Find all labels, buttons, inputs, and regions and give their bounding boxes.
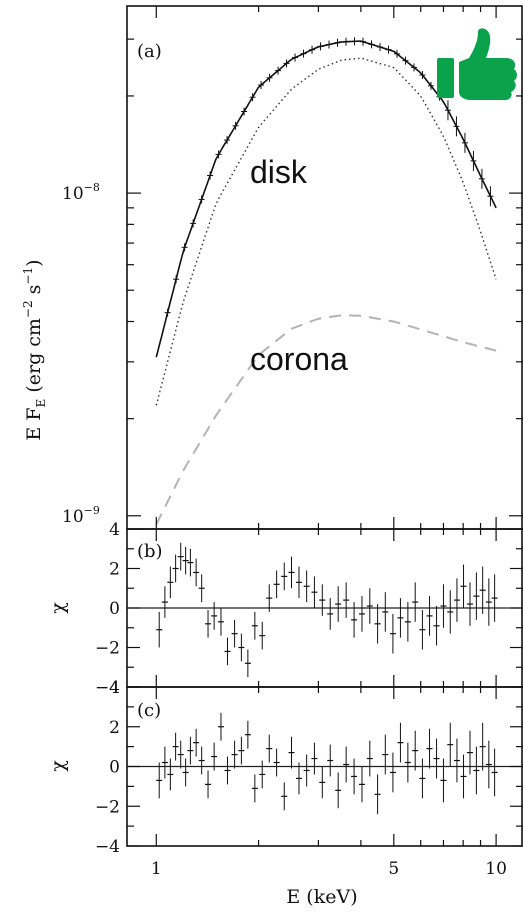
panel-label-c: (c) bbox=[137, 700, 161, 721]
x-tick-label: 5 bbox=[388, 859, 399, 879]
y-tick-label-a: 10−9 bbox=[62, 504, 100, 527]
y-tick-label-a: 10−8 bbox=[62, 181, 100, 204]
x-tick-label: 10 bbox=[485, 859, 507, 879]
x-tick-label: 1 bbox=[151, 859, 162, 879]
thumbs-up-icon bbox=[437, 28, 517, 100]
annotation-disk: disk bbox=[250, 154, 308, 190]
y-tick-label: 4 bbox=[109, 520, 120, 540]
y-tick-label: −2 bbox=[95, 639, 120, 659]
y-tick-label: −4 bbox=[95, 837, 120, 857]
y-axis-label-a: E FE (erg cm−2 s−1) bbox=[21, 259, 48, 440]
y-tick-label: 2 bbox=[109, 560, 120, 580]
y-tick-label: −4 bbox=[95, 678, 120, 698]
panel-b-residuals: 4 2 0 −2 −4 bbox=[95, 520, 523, 698]
panel-frame bbox=[126, 686, 523, 847]
y-tick-label: 4 bbox=[109, 678, 120, 698]
annotation-corona: corona bbox=[250, 341, 348, 377]
y-tick-label: 0 bbox=[109, 758, 120, 778]
x-axis-label: E (keV) bbox=[286, 886, 357, 908]
panel-c-residuals: 4 2 0 −2 −4 bbox=[95, 678, 523, 857]
y-axis-label-c: χ bbox=[47, 760, 69, 772]
y-axis-label-b: χ bbox=[47, 602, 69, 614]
panel-a-spectrum: 10−8 10−9 bbox=[62, 37, 523, 527]
panel-label-b: (b) bbox=[137, 541, 163, 562]
panel-label-a: (a) bbox=[137, 41, 162, 62]
y-tick-label: 0 bbox=[109, 599, 120, 619]
y-tick-label: −2 bbox=[95, 797, 120, 817]
y-tick-label: 2 bbox=[109, 718, 120, 738]
